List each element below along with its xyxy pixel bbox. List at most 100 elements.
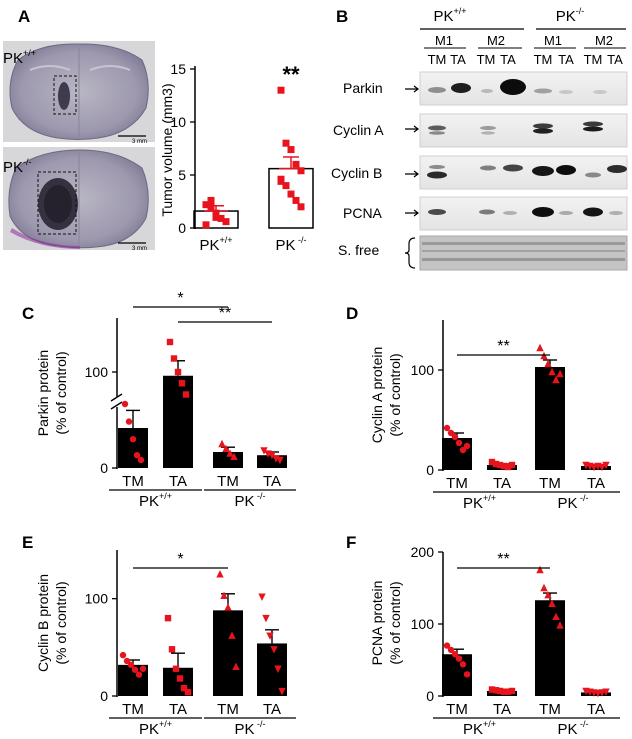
x-tick-label-e: TM [122, 701, 144, 718]
x-tick-label-f: TM [446, 701, 468, 718]
significance-c: ** [219, 305, 231, 322]
x-tick-label-d: TM [539, 475, 561, 492]
group-label-c: PK+/+ [139, 491, 172, 510]
data-point-a [287, 190, 295, 198]
panel-letter-c: C [22, 304, 34, 323]
data-point-f [552, 612, 560, 620]
blot-mouse-label: M1 [544, 33, 562, 48]
blot-lane-label: TA [558, 52, 574, 67]
group-label-c: PK -/- [234, 491, 265, 510]
data-point-a [207, 203, 215, 211]
scale-bar-label: 3 mm [132, 139, 147, 145]
group-label-f: PK+/+ [463, 719, 496, 738]
y-axis-label-a: Tumor volume (mm3) [159, 83, 175, 216]
bar-d [535, 367, 565, 470]
blot-row-parkin: Parkin [343, 80, 383, 96]
bar-d [581, 466, 611, 470]
blot-mouse-label: M2 [595, 33, 613, 48]
axis-break-c [111, 397, 123, 407]
data-point-e [131, 666, 139, 673]
blot-lane-label: TM [428, 52, 447, 67]
bar-a [268, 167, 314, 229]
scale-bar-label-ko: 3 mm [132, 246, 147, 252]
panel-letter-e: E [22, 533, 33, 552]
x-tick-label-c: TM [122, 473, 144, 490]
data-point-c [218, 439, 226, 448]
axis-break-mark-c [110, 401, 123, 410]
significance-e: * [177, 551, 183, 568]
y-tick-label-f: 100 [411, 616, 435, 632]
data-point-e [232, 662, 240, 670]
data-point-f [536, 565, 544, 574]
data-point-e [176, 675, 184, 682]
data-point-a [292, 196, 300, 204]
data-point-c [268, 452, 276, 460]
blot-mouse-label: M2 [487, 33, 505, 48]
significance-a: ** [282, 62, 300, 87]
bar-f [581, 692, 611, 696]
data-point-c [226, 449, 234, 457]
data-point-e [164, 614, 172, 622]
y-tick-label-e: 0 [100, 688, 108, 704]
data-point-c [121, 400, 129, 408]
data-point-d [504, 463, 512, 471]
blot-ko-header: PK-/- [556, 6, 585, 25]
x-tick-label-c: TA [263, 473, 281, 490]
data-point-a [297, 167, 305, 175]
panel-letter-d: D [346, 304, 358, 323]
data-point-a [297, 203, 305, 211]
y-axis-label-d: (% of control) [387, 353, 403, 436]
data-point-d [496, 461, 504, 469]
blot-lane-label: TA [500, 52, 516, 67]
x-tick-label-c: TA [169, 473, 187, 490]
data-point-a [212, 209, 220, 217]
data-point-c [166, 338, 174, 346]
blot-lane-label: TM [584, 52, 603, 67]
y-tick-label-f: 200 [411, 544, 435, 560]
data-point-d [492, 460, 500, 468]
data-point-a [277, 86, 285, 94]
blot-row-cyclin-a: Cyclin A [333, 122, 384, 138]
data-point-a [282, 182, 290, 190]
data-point-a [222, 218, 230, 226]
y-tick-label-c: 0 [100, 460, 108, 476]
data-point-c [182, 391, 190, 398]
data-point-f [540, 583, 548, 592]
data-point-f [443, 642, 451, 649]
data-point-f [544, 591, 552, 599]
x-tick-label-e: TA [169, 701, 187, 718]
data-point-e [270, 646, 278, 654]
bar-e [213, 610, 243, 696]
data-point-f [459, 661, 467, 668]
data-point-e [127, 661, 135, 669]
data-point-a [217, 214, 225, 222]
y-tick-label-a: 15 [170, 61, 186, 77]
blot-row-pcna: PCNA [343, 205, 383, 221]
data-point-f [500, 688, 508, 695]
data-point-a [202, 221, 210, 229]
data-point-d [459, 446, 467, 454]
data-point-d [602, 461, 610, 470]
data-point-e [274, 665, 282, 673]
y-tick-label-a: 0 [178, 220, 186, 236]
y-tick-label-a: 5 [178, 167, 186, 183]
bar-c [163, 375, 193, 468]
bar-c [118, 428, 148, 468]
y-tick-label-a: 10 [170, 114, 186, 130]
data-point-c [178, 380, 186, 387]
data-point-e [220, 591, 228, 599]
data-point-d [536, 343, 544, 352]
bar-f [535, 600, 565, 696]
y-axis-label-f: PCNA protein [369, 581, 385, 666]
x-tick-label-d: TA [587, 475, 605, 492]
data-point-d [500, 462, 508, 470]
data-point-e [278, 687, 286, 696]
data-point-a [207, 196, 215, 204]
group-label-d: PK -/- [557, 493, 588, 512]
data-point-e [172, 665, 180, 672]
data-point-e [258, 593, 266, 601]
data-point-e [228, 631, 236, 639]
significance-c: * [177, 290, 183, 307]
